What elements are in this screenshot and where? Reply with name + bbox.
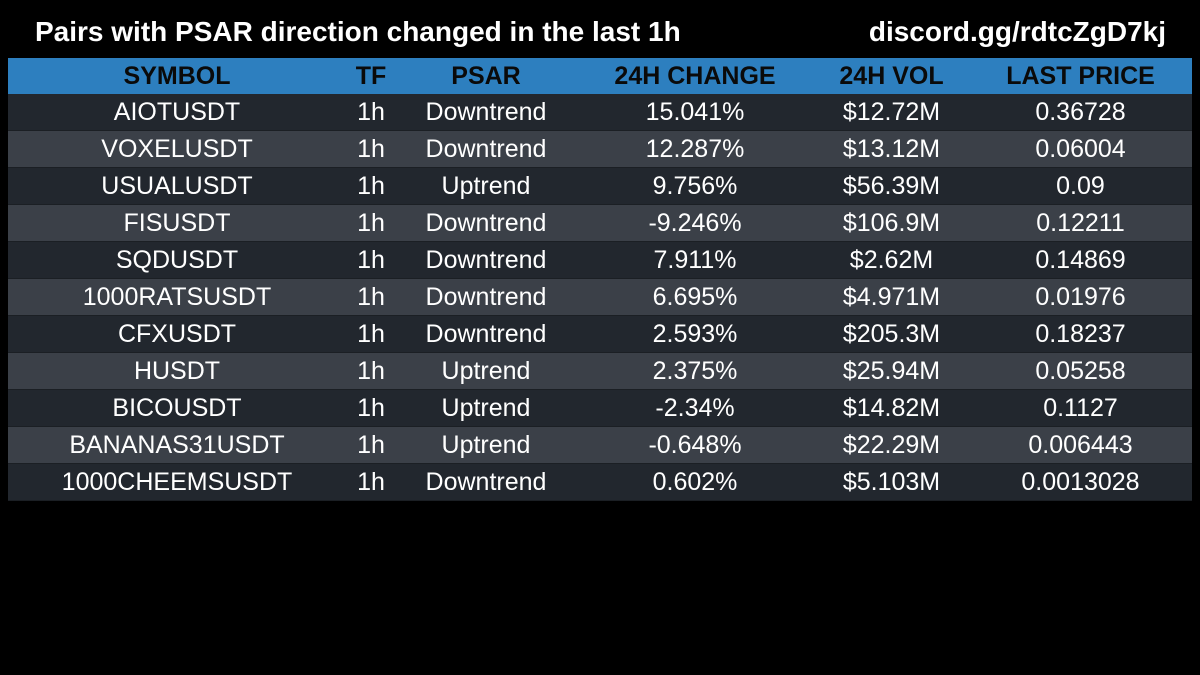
tf-cell: 1h <box>346 352 396 391</box>
volume-cell: $22.29M <box>814 426 969 465</box>
table-row[interactable]: BANANAS31USDT 1h Uptrend -0.648% $22.29M 0.00… <box>8 426 1192 465</box>
change-cell: 2.593% <box>576 315 814 354</box>
table-row[interactable]: FISUSDT 1h Downtrend -9.246% $106.9M 0.12211 <box>8 204 1192 243</box>
column-header-tf[interactable]: TF <box>355 62 387 90</box>
table-row[interactable]: SQDUSDT 1h Downtrend 7.911% $2.62M 0.14869 <box>8 241 1192 280</box>
symbol-cell: FISUSDT <box>8 204 346 243</box>
psar-cell: Uptrend <box>396 352 576 391</box>
price-cell: 0.14869 <box>969 241 1192 280</box>
table-row[interactable]: AIOTUSDT 1h Downtrend 15.041% $12.72M 0.36728 <box>8 94 1192 132</box>
tf-cell: 1h <box>346 167 396 206</box>
table-row[interactable]: VOXELUSDT 1h Downtrend 12.287% $13.12M 0.0600… <box>8 130 1192 169</box>
volume-cell: $106.9M <box>814 204 969 243</box>
tf-cell: 1h <box>346 130 396 169</box>
table-body: AIOTUSDT 1h Downtrend 15.041% $12.72M 0.36728… <box>8 94 1192 502</box>
symbol-cell: SQDUSDT <box>8 241 346 280</box>
price-cell: 0.05258 <box>969 352 1192 391</box>
volume-cell: $5.103M <box>814 463 969 502</box>
psar-cell: Downtrend <box>396 94 576 132</box>
psar-pairs-table: SYMBOL TF PSAR 24H CHANGE 24H VOL LAST P… <box>8 58 1192 502</box>
column-header-24h-change[interactable]: 24H CHANGE <box>614 62 776 90</box>
change-cell: -2.34% <box>576 389 814 428</box>
psar-cell: Downtrend <box>396 315 576 354</box>
volume-cell: $56.39M <box>814 167 969 206</box>
tf-cell: 1h <box>346 463 396 502</box>
tf-cell: 1h <box>346 204 396 243</box>
table-row[interactable]: CFXUSDT 1h Downtrend 2.593% $205.3M 0.18237 <box>8 315 1192 354</box>
column-header-psar[interactable]: PSAR <box>451 62 521 90</box>
price-cell: 0.06004 <box>969 130 1192 169</box>
table-row[interactable]: BICOUSDT 1h Uptrend -2.34% $14.82M 0.1127 <box>8 389 1192 428</box>
psar-cell: Downtrend <box>396 463 576 502</box>
volume-cell: $12.72M <box>814 94 969 132</box>
volume-cell: $205.3M <box>814 315 969 354</box>
table-header-row: SYMBOL TF PSAR 24H CHANGE 24H VOL LAST P… <box>8 58 1192 94</box>
change-cell: 6.695% <box>576 278 814 317</box>
column-header-symbol[interactable]: SYMBOL <box>123 62 231 90</box>
change-cell: 7.911% <box>576 241 814 280</box>
symbol-cell: 1000RATSUSDT <box>8 278 346 317</box>
tf-cell: 1h <box>346 278 396 317</box>
symbol-cell: 1000CHEEMSUSDT <box>8 463 346 502</box>
price-cell: 0.12211 <box>969 204 1192 243</box>
volume-cell: $4.971M <box>814 278 969 317</box>
tf-cell: 1h <box>346 389 396 428</box>
change-cell: 12.287% <box>576 130 814 169</box>
change-cell: 9.756% <box>576 167 814 206</box>
symbol-cell: CFXUSDT <box>8 315 346 354</box>
table-header: SYMBOL TF PSAR 24H CHANGE 24H VOL LAST P… <box>8 58 1192 94</box>
change-cell: 2.375% <box>576 352 814 391</box>
psar-cell: Uptrend <box>396 426 576 465</box>
tf-cell: 1h <box>346 315 396 354</box>
table-row[interactable]: USUALUSDT 1h Uptrend 9.756% $56.39M 0.09 <box>8 167 1192 206</box>
price-cell: 0.006443 <box>969 426 1192 465</box>
symbol-cell: VOXELUSDT <box>8 130 346 169</box>
column-header-last-price[interactable]: LAST PRICE <box>1006 62 1155 90</box>
psar-cell: Uptrend <box>396 167 576 206</box>
psar-cell: Downtrend <box>396 204 576 243</box>
symbol-cell: BANANAS31USDT <box>8 426 346 465</box>
price-cell: 0.0013028 <box>969 463 1192 502</box>
psar-cell: Downtrend <box>396 241 576 280</box>
discord-link[interactable]: discord.gg/rdtcZgD7kj <box>868 16 1166 47</box>
column-header-24h-vol[interactable]: 24H VOL <box>839 62 944 90</box>
change-cell: -0.648% <box>576 426 814 465</box>
table-row[interactable]: 1000CHEEMSUSDT 1h Downtrend 0.602% $5.103M 0.… <box>8 463 1192 502</box>
tf-cell: 1h <box>346 426 396 465</box>
symbol-cell: BICOUSDT <box>8 389 346 428</box>
symbol-cell: USUALUSDT <box>8 167 346 206</box>
page-header: Pairs with PSAR direction changed in the… <box>0 0 1200 58</box>
psar-cell: Downtrend <box>396 278 576 317</box>
tf-cell: 1h <box>346 241 396 280</box>
volume-cell: $13.12M <box>814 130 969 169</box>
volume-cell: $25.94M <box>814 352 969 391</box>
tf-cell: 1h <box>346 94 396 132</box>
price-cell: 0.18237 <box>969 315 1192 354</box>
price-cell: 0.01976 <box>969 278 1192 317</box>
table-row[interactable]: 1000RATSUSDT 1h Downtrend 6.695% $4.971M 0.01… <box>8 278 1192 317</box>
change-cell: -9.246% <box>576 204 814 243</box>
change-cell: 0.602% <box>576 463 814 502</box>
psar-cell: Uptrend <box>396 389 576 428</box>
symbol-cell: HUSDT <box>8 352 346 391</box>
change-cell: 15.041% <box>576 94 814 132</box>
volume-cell: $14.82M <box>814 389 969 428</box>
price-cell: 0.09 <box>969 167 1192 206</box>
price-cell: 0.1127 <box>969 389 1192 428</box>
psar-cell: Downtrend <box>396 130 576 169</box>
table-row[interactable]: HUSDT 1h Uptrend 2.375% $25.94M 0.05258 <box>8 352 1192 391</box>
symbol-cell: AIOTUSDT <box>8 94 346 132</box>
price-cell: 0.36728 <box>969 94 1192 132</box>
page-title: Pairs with PSAR direction changed in the… <box>35 16 681 47</box>
volume-cell: $2.62M <box>814 241 969 280</box>
